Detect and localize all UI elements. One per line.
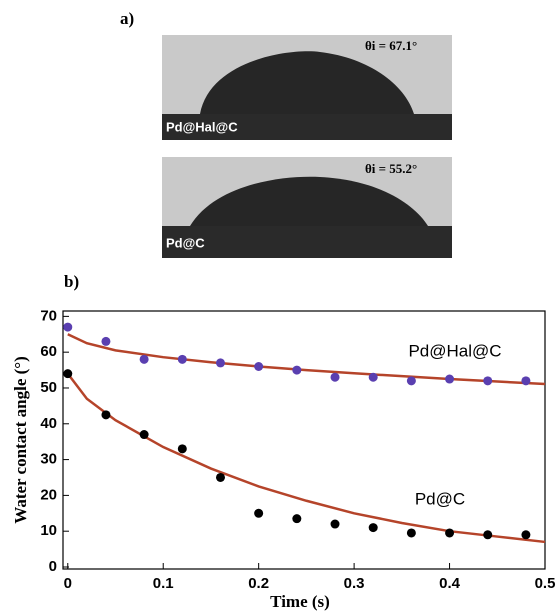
photo-caption: Pd@Hal@C	[166, 119, 238, 134]
x-tick-label: 0	[64, 575, 72, 592]
data-point	[521, 376, 531, 386]
data-point	[254, 508, 264, 518]
x-tick-label: 0.4	[439, 575, 461, 592]
data-point	[406, 528, 416, 538]
x-tick-label: 0.3	[344, 575, 365, 592]
fit-curve	[67, 333, 546, 386]
x-tick-label: 0.2	[248, 575, 269, 592]
data-point	[521, 530, 531, 540]
plot-frame	[62, 310, 546, 570]
y-tick-label: 70	[40, 307, 57, 324]
data-point	[406, 376, 416, 386]
y-tick-label: 0	[49, 558, 57, 575]
data-point	[139, 430, 149, 440]
data-point	[292, 514, 302, 524]
series-label: Pd@C	[415, 489, 465, 508]
x-tick-label: 0.1	[153, 575, 174, 592]
data-point	[139, 354, 149, 364]
data-point	[330, 519, 340, 529]
x-tick-label: 0.5	[535, 575, 556, 592]
panel-label: a)	[120, 9, 134, 28]
data-point	[292, 365, 302, 375]
fit-curve	[66, 372, 546, 544]
data-point	[177, 354, 187, 364]
data-point	[101, 336, 111, 346]
y-tick-label: 10	[40, 522, 57, 539]
data-point	[254, 361, 264, 371]
x-axis-title: Time (s)	[270, 592, 330, 611]
y-axis-title: Water contact angle (°)	[11, 356, 30, 523]
y-tick-label: 50	[40, 379, 57, 396]
angle-label: θi = 67.1°	[365, 38, 417, 53]
photo-caption: Pd@C	[166, 235, 205, 250]
y-tick-label: 30	[40, 451, 57, 468]
angle-label: θi = 55.2°	[365, 161, 417, 176]
data-point	[445, 374, 455, 384]
data-point	[483, 530, 493, 540]
data-point	[63, 322, 73, 332]
photo	[162, 35, 452, 140]
data-point	[368, 523, 378, 533]
data-point	[215, 472, 225, 482]
y-tick-label: 40	[40, 415, 57, 432]
panel-label: b)	[64, 272, 79, 291]
series-label: Pd@Hal@C	[408, 341, 501, 360]
data-point	[445, 528, 455, 538]
data-point	[215, 358, 225, 368]
photo	[162, 157, 452, 258]
data-point	[177, 444, 187, 454]
data-point	[101, 410, 111, 420]
y-tick-label: 20	[40, 486, 57, 503]
data-point	[330, 372, 340, 382]
y-tick-label: 60	[40, 343, 57, 360]
data-point	[63, 369, 73, 379]
data-point	[368, 372, 378, 382]
data-point	[483, 376, 493, 386]
